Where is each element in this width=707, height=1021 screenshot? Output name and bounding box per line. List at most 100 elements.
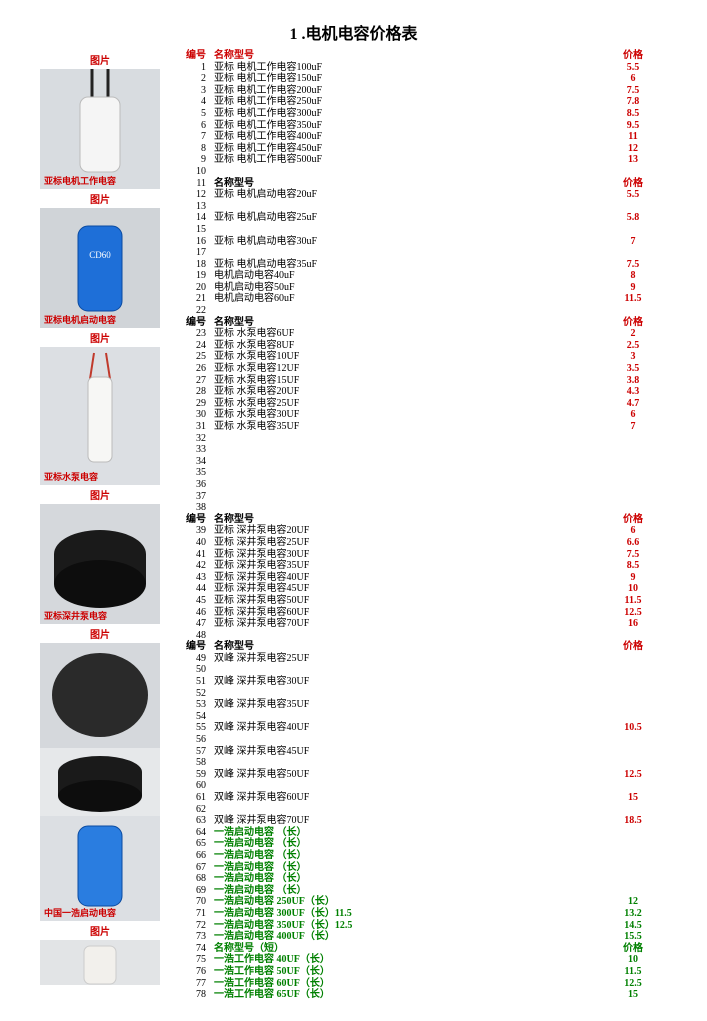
row-price (599, 664, 667, 676)
table-row: 3亚标 电机工作电容200uF7.5 (172, 85, 667, 97)
table-row: 63双峰 深井泵电容70UF18.5 (172, 815, 667, 827)
table-row: 70一浩启动电容 250UF（长）12 (172, 896, 667, 908)
table-row: 59双峰 深井泵电容50UF12.5 (172, 769, 667, 781)
row-number: 60 (172, 780, 210, 792)
product-image: 亚标深井泵电容 (40, 504, 160, 624)
row-price (599, 456, 667, 468)
row-name (210, 734, 599, 746)
table-row: 35 (172, 467, 667, 479)
row-price: 价格 (599, 641, 667, 653)
row-number: 45 (172, 595, 210, 607)
row-name: 电机启动电容40uF (210, 270, 599, 282)
row-name: 亚标 深井泵电容25UF (210, 537, 599, 549)
row-name: 双峰 深井泵电容45UF (210, 746, 599, 758)
row-price: 3.5 (599, 363, 667, 375)
row-price (599, 444, 667, 456)
row-price (599, 502, 667, 514)
row-number: 71 (172, 908, 210, 920)
row-number: 68 (172, 873, 210, 885)
table-row: 30亚标 水泵电容30UF6 (172, 409, 667, 421)
table-row: 75一浩工作电容 40UF（长）10 (172, 954, 667, 966)
row-price (599, 467, 667, 479)
row-name: 一浩启动电容 300UF（长）11.5 (210, 908, 599, 920)
row-name: 亚标 深井泵电容35UF (210, 560, 599, 572)
table-row: 1亚标 电机工作电容100uF5.5 (172, 62, 667, 74)
image-label: 图片 (90, 923, 110, 938)
row-name: 一浩启动电容 （长） (210, 827, 599, 839)
row-name (210, 433, 599, 445)
row-price: 4.3 (599, 386, 667, 398)
row-number: 59 (172, 769, 210, 781)
row-number: 38 (172, 502, 210, 514)
table-row: 46亚标 深井泵电容60UF12.5 (172, 607, 667, 619)
table-row: 25亚标 水泵电容10UF3 (172, 351, 667, 363)
row-name: 亚标 深井泵电容60UF (210, 607, 599, 619)
image-column: 图片亚标电机工作电容图片CD60亚标电机启动电容图片亚标水泵电容图片亚标深井泵电… (40, 50, 160, 1001)
row-name (210, 305, 599, 317)
product-image (40, 748, 160, 816)
row-name: 亚标 电机工作电容100uF (210, 62, 599, 74)
image-label: 图片 (90, 487, 110, 502)
table-row: 50 (172, 664, 667, 676)
row-name (210, 201, 599, 213)
row-number: 4 (172, 96, 210, 108)
row-name (210, 491, 599, 503)
row-price (599, 305, 667, 317)
row-name: 亚标 电机工作电容250uF (210, 96, 599, 108)
row-price: 6.6 (599, 537, 667, 549)
row-name: 电机启动电容60uF (210, 293, 599, 305)
row-name: 亚标 电机启动电容20uF (210, 189, 599, 201)
row-name: 亚标 深井泵电容30UF (210, 549, 599, 561)
table-row: 72一浩启动电容 350UF（长）12.514.5 (172, 920, 667, 932)
row-price: 7.8 (599, 96, 667, 108)
table-row: 26亚标 水泵电容12UF3.5 (172, 363, 667, 375)
row-number: 54 (172, 711, 210, 723)
row-name (210, 688, 599, 700)
row-number: 76 (172, 966, 210, 978)
row-number: 44 (172, 583, 210, 595)
table-row: 32 (172, 433, 667, 445)
table-row: 57双峰 深井泵电容45UF (172, 746, 667, 758)
table-row: 22 (172, 305, 667, 317)
table-row: 37 (172, 491, 667, 503)
table-row: 69一浩启动电容 （长） (172, 885, 667, 897)
row-price: 3.8 (599, 375, 667, 387)
row-number: 73 (172, 931, 210, 943)
row-number: 18 (172, 259, 210, 271)
row-name (210, 456, 599, 468)
row-number: 16 (172, 236, 210, 248)
row-name: 亚标 电机工作电容500uF (210, 154, 599, 166)
table-row: 15 (172, 224, 667, 236)
row-price (599, 885, 667, 897)
table-row: 68一浩启动电容 （长） (172, 873, 667, 885)
row-number: 2 (172, 73, 210, 85)
row-price: 12.5 (599, 607, 667, 619)
row-price (599, 746, 667, 758)
row-name: 一浩启动电容 （长） (210, 862, 599, 874)
row-number: 17 (172, 247, 210, 259)
row-price: 14.5 (599, 920, 667, 932)
row-price: 价格 (599, 178, 667, 190)
table-row: 33 (172, 444, 667, 456)
row-name: 亚标 深井泵电容50UF (210, 595, 599, 607)
table-row: 2亚标 电机工作电容150uF6 (172, 73, 667, 85)
table-row: 14亚标 电机启动电容25uF5.8 (172, 212, 667, 224)
table-row: 5亚标 电机工作电容300uF8.5 (172, 108, 667, 120)
table-row: 52 (172, 688, 667, 700)
product-image: 亚标电机工作电容 (40, 69, 160, 189)
row-name: 亚标 电机工作电容400uF (210, 131, 599, 143)
row-price (599, 711, 667, 723)
row-name: 亚标 水泵电容30UF (210, 409, 599, 421)
row-name: 一浩启动电容 250UF（长） (210, 896, 599, 908)
page-title: 1 .电机电容价格表 (40, 20, 667, 44)
row-number: 7 (172, 131, 210, 143)
row-number: 51 (172, 676, 210, 688)
table-row: 65一浩启动电容 （长） (172, 838, 667, 850)
row-number: 36 (172, 479, 210, 491)
main-layout: 图片亚标电机工作电容图片CD60亚标电机启动电容图片亚标水泵电容图片亚标深井泵电… (40, 50, 667, 1001)
table-row: 29亚标 水泵电容25UF4.7 (172, 398, 667, 410)
row-price (599, 479, 667, 491)
row-number: 37 (172, 491, 210, 503)
row-price: 13.2 (599, 908, 667, 920)
row-name: 双峰 深井泵电容35UF (210, 699, 599, 711)
